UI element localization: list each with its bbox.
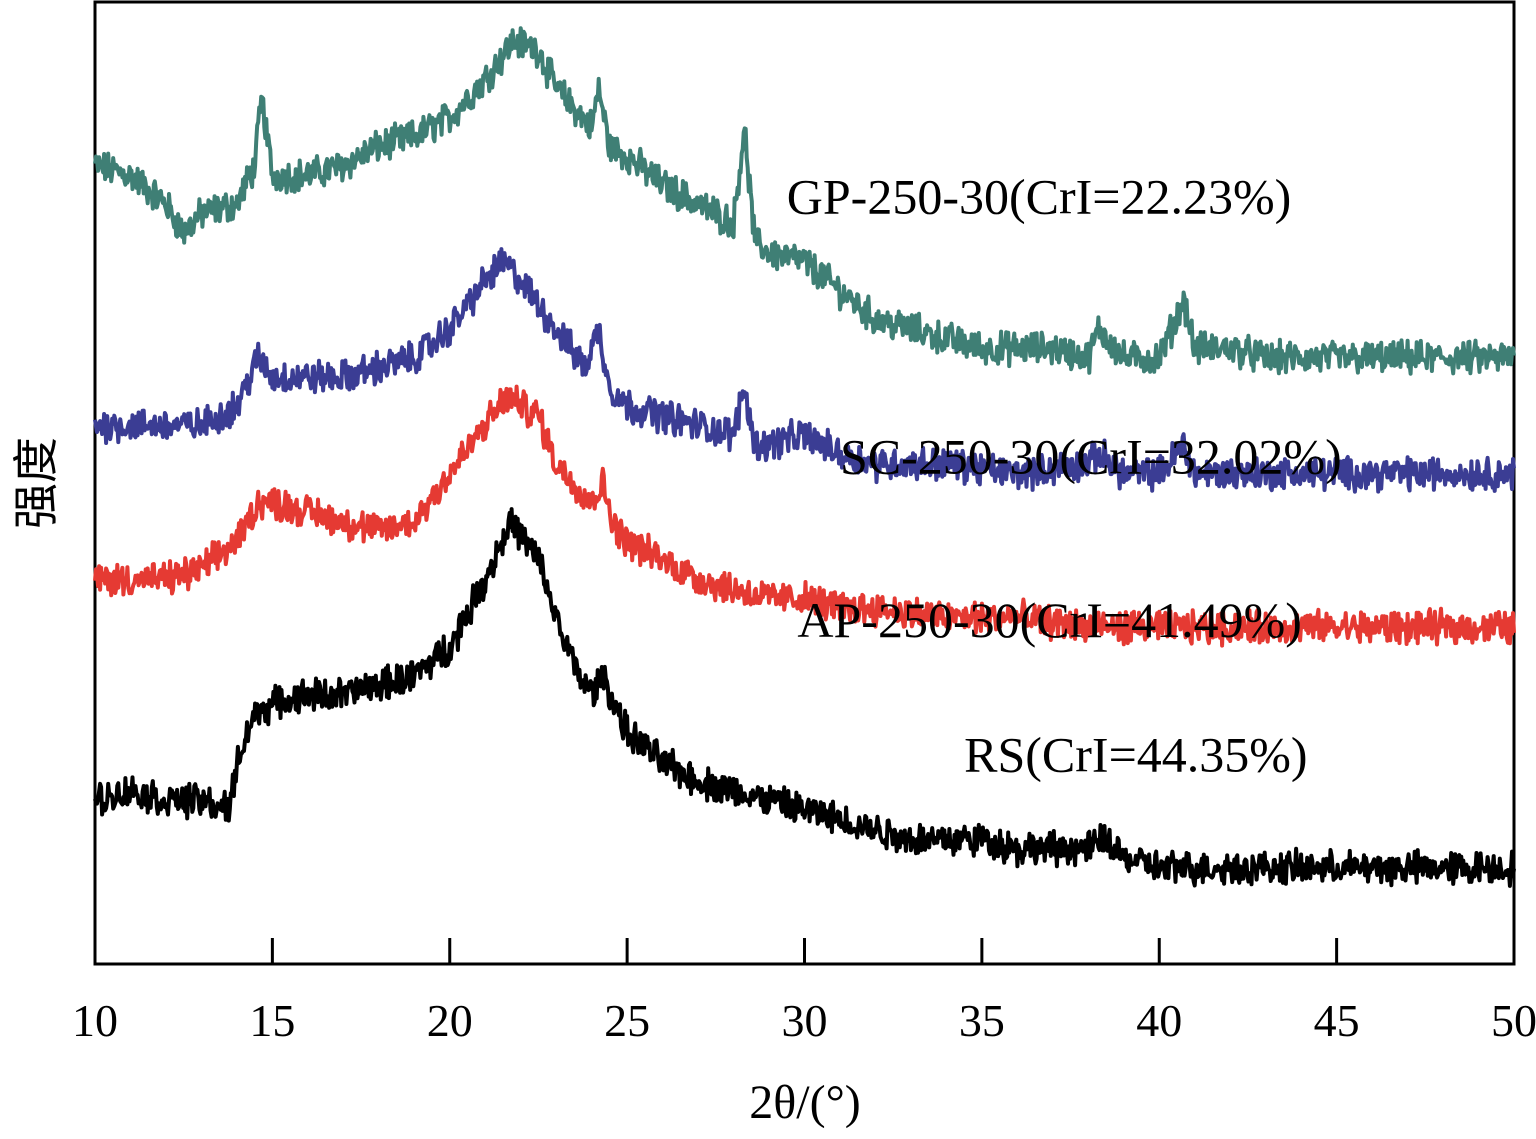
- series-layer: [93, 26, 1516, 888]
- x-tick-label-15: 15: [249, 995, 295, 1046]
- x-tick-label-40: 40: [1136, 995, 1182, 1046]
- series-label-2: SC-250-30(CrI=32.02%): [840, 428, 1342, 484]
- x-axis-ticks: 10 15 20 25 30 35 40 45 50: [72, 938, 1536, 1046]
- x-tick-label-45: 45: [1314, 995, 1360, 1046]
- series-label-4: RS(CrI=44.35%): [964, 727, 1307, 783]
- x-tick-label-30: 30: [782, 995, 828, 1046]
- series-line-2: [93, 247, 1516, 494]
- x-tick-label-25: 25: [604, 995, 650, 1046]
- x-tick-label-10: 10: [72, 995, 118, 1046]
- x-tick-label-50: 50: [1491, 995, 1536, 1046]
- y-axis-title: 强度: [9, 437, 63, 529]
- series-labels: GP-250-30(CrI=22.23%) SC-250-30(CrI=32.02…: [787, 169, 1342, 783]
- series-label-3: AP-250-30(CrI=41.49%): [797, 592, 1302, 648]
- x-tick-label-35: 35: [959, 995, 1005, 1046]
- series-line-3: [93, 384, 1516, 648]
- series-label-1: GP-250-30(CrI=22.23%): [787, 169, 1292, 225]
- x-axis-title: 2θ/(°): [749, 1076, 861, 1129]
- x-tick-label-20: 20: [427, 995, 473, 1046]
- series-line-1: [93, 26, 1516, 376]
- series-line-4: [93, 507, 1516, 888]
